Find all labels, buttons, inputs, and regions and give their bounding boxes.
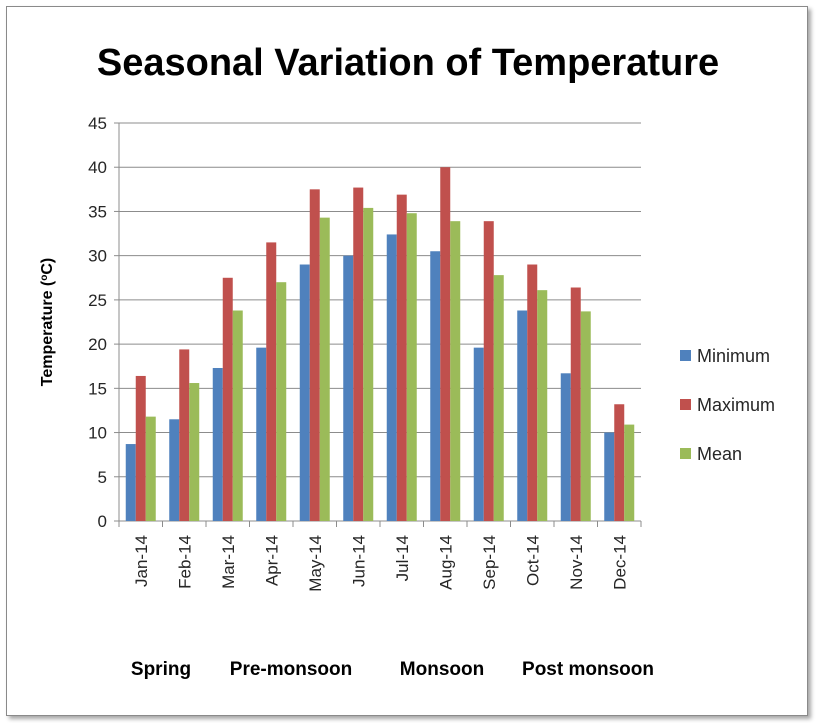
- y-tick-label: 30: [88, 247, 107, 266]
- bar-minimum-jan-14: [125, 444, 136, 521]
- season-label: Monsoon: [400, 659, 484, 680]
- x-tick-label: Oct-14: [523, 535, 542, 586]
- bar-mean-oct-14: [537, 290, 548, 521]
- bar-maximum-may-14: [309, 189, 320, 522]
- bar-minimum-oct-14: [517, 310, 528, 521]
- y-tick-label: 20: [88, 335, 107, 354]
- bar-maximum-sep-14: [483, 221, 494, 521]
- x-axis: Jan-14 Feb-14 Mar-14 Apr-14 May-14 Jun-14 Jul-…: [118, 521, 642, 592]
- bar-mean-may-14: [319, 217, 330, 521]
- bar-mean-mar-14: [232, 310, 243, 521]
- legend-label: Mean: [697, 444, 742, 464]
- x-tick-label: Jun-14: [349, 535, 368, 587]
- x-tick-label: Aug-14: [436, 535, 455, 590]
- bar-maximum-apr-14: [266, 242, 277, 521]
- y-tick-label: 5: [98, 468, 107, 487]
- bar-mean-jun-14: [363, 207, 374, 521]
- bar-minimum-nov-14: [560, 373, 571, 521]
- bar-minimum-mar-14: [212, 367, 223, 521]
- bar-minimum-apr-14: [256, 347, 267, 521]
- season-label: Pre-monsoon: [230, 659, 352, 680]
- y-tick-label: 35: [88, 202, 107, 221]
- legend: Minimum Maximum Mean: [680, 346, 775, 464]
- bar-mean-jul-14: [406, 213, 417, 522]
- y-tick-label: 15: [88, 379, 107, 398]
- y-axis-label-text: Temperature (: [39, 280, 56, 386]
- y-tick-label: 10: [88, 424, 107, 443]
- y-axis-label: Temperature (oC): [39, 258, 57, 387]
- bar-minimum-jun-14: [343, 255, 354, 521]
- x-tick-label: Nov-14: [567, 535, 586, 590]
- x-tick-label: Dec-14: [610, 535, 629, 590]
- legend-label: Minimum: [697, 346, 770, 366]
- bar-mean-sep-14: [493, 275, 504, 521]
- x-tick-label: Jul-14: [393, 535, 412, 581]
- bar-minimum-jul-14: [386, 234, 397, 521]
- y-axis-label-unit: C): [39, 258, 56, 275]
- bar-minimum-sep-14: [473, 347, 484, 521]
- bar-mean-aug-14: [450, 221, 461, 521]
- bar-maximum-jul-14: [396, 194, 407, 521]
- x-tick-label: Feb-14: [175, 535, 194, 589]
- bar-maximum-aug-14: [440, 167, 451, 521]
- bar-minimum-aug-14: [430, 251, 441, 521]
- bar-minimum-may-14: [299, 264, 310, 521]
- y-axis: 0 5 10 15 20 25 30 35 40 45: [88, 114, 120, 531]
- bar-minimum-feb-14: [169, 419, 180, 521]
- y-tick-label: 25: [88, 291, 107, 310]
- legend-swatch-minimum: [680, 350, 691, 361]
- x-tick-label: Mar-14: [219, 535, 238, 589]
- bar-maximum-dec-14: [614, 404, 625, 521]
- x-tick-label: May-14: [306, 535, 325, 592]
- legend-swatch-mean: [680, 448, 691, 459]
- legend-label: Maximum: [697, 395, 775, 415]
- x-tick-label: Sep-14: [480, 535, 499, 590]
- y-axis-label-superscript: o: [39, 275, 50, 281]
- y-tick-label: 40: [88, 158, 107, 177]
- bar-maximum-nov-14: [570, 287, 581, 521]
- bar-maximum-feb-14: [179, 349, 190, 521]
- bar-maximum-jun-14: [353, 187, 364, 521]
- chart-title: Seasonal Variation of Temperature: [97, 42, 719, 84]
- season-label: Post monsoon: [522, 659, 654, 680]
- bar-mean-dec-14: [624, 424, 635, 521]
- legend-swatch-maximum: [680, 399, 691, 410]
- x-tick-label: Apr-14: [262, 535, 281, 586]
- bar-maximum-mar-14: [222, 277, 233, 521]
- bars: [125, 167, 635, 522]
- y-tick-label: 0: [98, 512, 107, 531]
- bar-mean-jan-14: [145, 416, 156, 521]
- season-label: Spring: [131, 659, 191, 680]
- x-tick-label: Jan-14: [132, 535, 151, 587]
- bar-minimum-dec-14: [604, 432, 615, 521]
- bar-maximum-oct-14: [527, 264, 538, 521]
- bar-mean-nov-14: [580, 311, 591, 521]
- bar-mean-apr-14: [276, 282, 287, 521]
- season-labels: Spring Pre-monsoon Monsoon Post monsoon: [131, 659, 654, 680]
- bar-maximum-jan-14: [135, 375, 146, 521]
- y-tick-label: 45: [88, 114, 107, 133]
- bar-mean-feb-14: [189, 383, 200, 521]
